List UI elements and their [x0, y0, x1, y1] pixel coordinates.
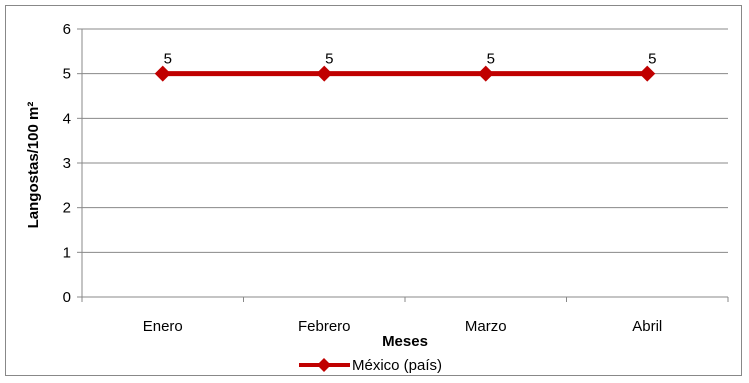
x-tick-label-febrero: Febrero [298, 318, 351, 335]
chart-frame [5, 5, 742, 376]
data-label-2: 5 [487, 51, 495, 68]
data-label-1: 5 [325, 51, 333, 68]
y-tick-label-1: 1 [63, 244, 71, 261]
x-tick-label-enero: Enero [143, 318, 183, 335]
y-axis-title: Langostas/100 m² [25, 102, 42, 229]
series-group [154, 65, 656, 82]
data-label-0: 5 [164, 51, 172, 68]
y-tick-label-0: 0 [63, 289, 71, 306]
y-tick-label-4: 4 [63, 110, 71, 127]
legend-diamond-marker [317, 358, 331, 372]
y-tick-label-5: 5 [63, 66, 71, 83]
legend: México (país) [299, 357, 442, 374]
y-tick-label-2: 2 [63, 200, 71, 217]
data-point-2 [477, 65, 494, 82]
data-point-1 [316, 65, 333, 82]
legend-label: México (país) [352, 357, 442, 374]
data-point-3 [639, 65, 656, 82]
x-axis-ticks: Enero Febrero Marzo Abril [81, 297, 729, 335]
data-label-3: 5 [648, 51, 656, 68]
x-tick-label-marzo: Marzo [465, 318, 507, 335]
y-tick-label-3: 3 [63, 155, 71, 172]
y-tick-label-6: 6 [63, 21, 71, 38]
data-point-0 [154, 65, 171, 82]
x-tick-label-abril: Abril [632, 318, 662, 335]
data-labels: 5 5 5 5 [164, 51, 657, 68]
gridlines [82, 28, 728, 253]
y-axis-ticks: 0 1 2 3 4 5 6 [63, 21, 82, 306]
x-axis-title: Meses [382, 333, 428, 350]
